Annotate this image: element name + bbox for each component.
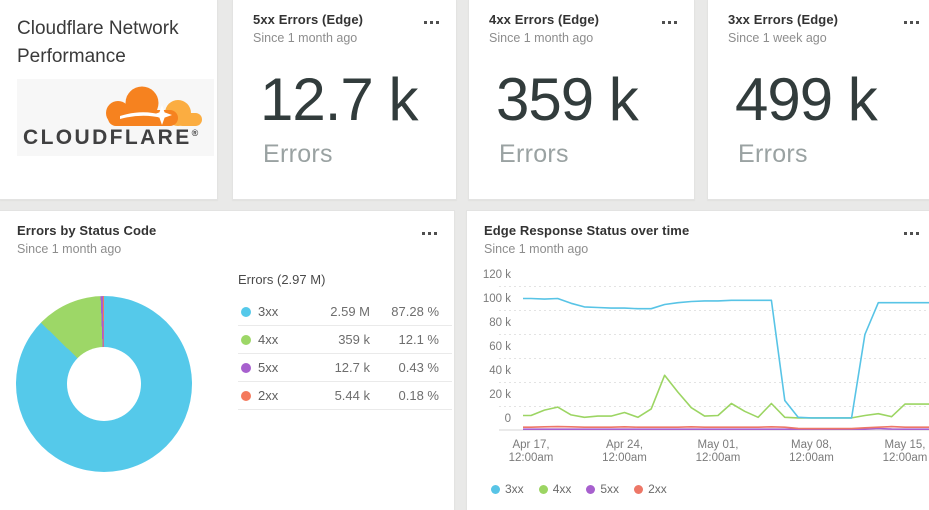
legend-color-dot — [634, 484, 644, 494]
card-time-range: Since 1 month ago — [253, 31, 358, 45]
series-label: 4xx — [258, 332, 279, 347]
series-color-dot — [241, 390, 251, 401]
x-tick-label: May 08, 12:00am — [789, 439, 834, 464]
y-tick-label: 60 k — [489, 340, 511, 353]
stat-unit-label: Errors — [263, 140, 333, 168]
series-color-dot — [241, 306, 251, 317]
series-value: 5.44 k — [334, 388, 370, 403]
legend-label: 2xx — [648, 482, 667, 496]
y-tick-label: 20 k — [489, 388, 511, 401]
x-tick-label: May 01, 12:00am — [695, 439, 741, 464]
cloudflare-logo: CLOUDFLARE® — [17, 79, 214, 156]
edge-response-status-card: Edge Response Status over time Since 1 m… — [466, 210, 929, 510]
legend-item-3xx[interactable]: 3xx — [491, 482, 524, 496]
series-label: 3xx — [258, 304, 279, 319]
legend-item-4xx[interactable]: 4xx — [538, 482, 572, 496]
stat-card-5xx-errors: 5xx Errors (Edge) Since 1 month ago 12.7… — [232, 0, 457, 200]
series-percent: 0.18 % — [398, 388, 439, 403]
legend-color-dot — [491, 484, 500, 494]
card-menu-icon[interactable] — [902, 231, 920, 235]
card-time-range: Since 1 month ago — [17, 242, 122, 256]
card-time-range: Since 1 month ago — [489, 31, 594, 45]
line-series-4xx — [523, 374, 929, 419]
card-menu-icon[interactable] — [422, 20, 440, 24]
legend-color-dot — [586, 484, 596, 494]
pie-legend-table: Errors (2.97 M) 3xx 2.59 M 87.28 % 4xx 3… — [238, 272, 452, 410]
series-color-dot — [241, 362, 251, 373]
chart-legend: 3xx 4xx 5xx 2xx — [491, 482, 667, 496]
card-title: Errors by Status Code — [17, 223, 157, 238]
card-title: 5xx Errors (Edge) — [253, 12, 364, 27]
stat-value: 499 k — [735, 66, 878, 133]
dashboard-title-card: Cloudflare Network Performance CLOUDFLAR… — [0, 0, 218, 200]
page-title: Cloudflare Network Performance — [17, 18, 179, 67]
card-title: 4xx Errors (Edge) — [489, 12, 600, 27]
table-row-2xx[interactable]: 2xx 5.44 k 0.18 % — [238, 382, 452, 410]
legend-label: 4xx — [552, 482, 572, 496]
series-value: 2.59 M — [330, 304, 370, 319]
card-menu-icon[interactable] — [902, 20, 920, 24]
y-tick-label: 80 k — [489, 316, 511, 329]
line-series-2xx — [523, 425, 929, 430]
stat-unit-label: Errors — [738, 140, 808, 168]
card-menu-icon[interactable] — [660, 20, 678, 24]
y-tick-label: 120 k — [482, 268, 511, 281]
legend-label: 5xx — [600, 482, 620, 496]
line-series-3xx — [523, 297, 929, 419]
y-tick-label: 0 — [504, 412, 511, 425]
series-label: 2xx — [258, 388, 279, 403]
legend-color-dot — [538, 484, 548, 494]
series-label: 5xx — [258, 360, 279, 375]
series-value: 12.7 k — [334, 360, 370, 375]
cloudflare-wordmark: CLOUDFLARE® — [23, 126, 199, 149]
card-title: 3xx Errors (Edge) — [728, 12, 839, 27]
table-row-4xx[interactable]: 4xx 359 k 12.1 % — [238, 326, 452, 354]
series-color-dot — [241, 334, 251, 345]
line-chart[interactable] — [467, 211, 929, 436]
legend-item-5xx[interactable]: 5xx — [586, 482, 619, 496]
stat-value: 359 k — [496, 66, 639, 133]
card-time-range: Since 1 week ago — [728, 31, 827, 45]
stat-value: 12.7 k — [260, 66, 418, 133]
y-tick-label: 40 k — [489, 364, 511, 377]
series-percent: 0.43 % — [398, 360, 439, 375]
x-tick-label: Apr 17, 12:00am — [508, 439, 554, 464]
series-value: 359 k — [338, 332, 370, 347]
legend-label: 3xx — [505, 482, 524, 496]
legend-item-2xx[interactable]: 2xx — [634, 482, 667, 496]
card-menu-icon[interactable] — [420, 231, 438, 235]
cloudflare-cloud-icon — [106, 86, 202, 126]
table-row-3xx[interactable]: 3xx 2.59 M 87.28 % — [238, 298, 452, 326]
x-tick-label: Apr 24, 12:00am — [602, 439, 647, 464]
stat-unit-label: Errors — [499, 140, 569, 168]
x-tick-label: May 15, 12:00am — [882, 439, 928, 464]
errors-by-status-code-card: Errors by Status Code Since 1 month ago … — [0, 210, 455, 510]
series-percent: 87.28 % — [391, 304, 439, 319]
table-header: Errors (2.97 M) — [238, 272, 326, 287]
card-time-range: Since 1 month ago — [484, 242, 589, 256]
line-series-5xx — [523, 427, 929, 430]
card-title: Edge Response Status over time — [484, 223, 690, 238]
stat-card-3xx-errors: 3xx Errors (Edge) Since 1 week ago 499 k… — [707, 0, 929, 200]
series-percent: 12.1 % — [398, 332, 439, 347]
table-row-5xx[interactable]: 5xx 12.7 k 0.43 % — [238, 354, 452, 382]
stat-card-4xx-errors: 4xx Errors (Edge) Since 1 month ago 359 … — [468, 0, 695, 200]
donut-chart[interactable] — [16, 296, 192, 472]
y-tick-label: 100 k — [482, 292, 511, 305]
